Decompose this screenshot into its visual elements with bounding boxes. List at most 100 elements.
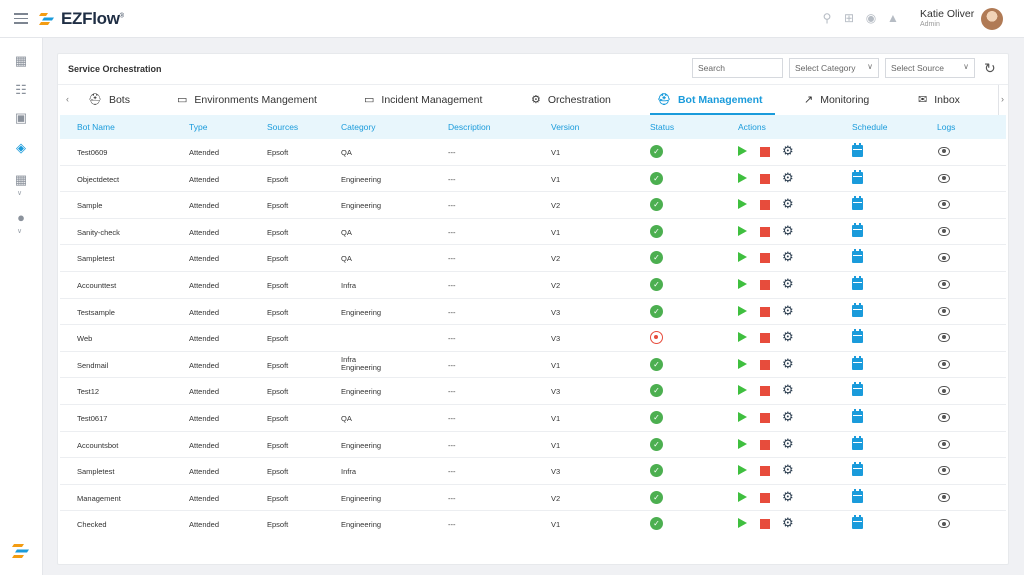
stop-icon[interactable] <box>760 466 770 477</box>
column-header-status[interactable]: Status <box>650 122 675 132</box>
play-icon[interactable] <box>738 199 747 210</box>
search-input[interactable]: Search <box>692 58 783 78</box>
tab-bots[interactable]: ⛑ Bots <box>88 93 130 107</box>
play-icon[interactable] <box>738 465 747 476</box>
calendar-icon[interactable] <box>852 143 863 157</box>
tab-bot-management[interactable]: ⛑ Bot Management <box>657 93 763 107</box>
layers-icon[interactable]: ◈ <box>16 140 26 155</box>
calendar-icon[interactable] <box>852 222 863 237</box>
tab-scroll-right[interactable]: › <box>998 85 1008 115</box>
table-row[interactable]: Sample Attended Epsoft Engineering --- V2 ✓ ⚙ <box>60 192 1006 219</box>
source-select[interactable]: Select Source ∨ <box>885 58 975 78</box>
calendar-icon[interactable] <box>852 382 863 397</box>
app-logo[interactable]: EZFlow® <box>38 9 124 29</box>
category-select[interactable]: Select Category ∨ <box>789 58 879 78</box>
eye-icon[interactable] <box>938 253 950 263</box>
stop-icon[interactable] <box>760 226 770 237</box>
table-row[interactable]: Testsample Attended Epsoft Engineering --- V3… <box>60 299 1006 326</box>
column-header-bot-name[interactable]: Bot Name <box>77 122 115 132</box>
stop-icon[interactable] <box>760 279 770 290</box>
play-icon[interactable] <box>738 172 747 183</box>
play-icon[interactable] <box>738 305 747 316</box>
stop-icon[interactable] <box>760 147 770 157</box>
stop-icon[interactable] <box>760 173 770 184</box>
table-row[interactable]: Test0617 Attended Epsoft QA --- V1 ✓ ⚙ <box>60 405 1006 432</box>
calendar-icon[interactable] <box>852 355 863 370</box>
play-icon[interactable] <box>738 332 747 343</box>
settings-gear-icon[interactable]: ⚙ <box>782 249 794 265</box>
search-icon[interactable]: ⚲ <box>822 11 832 25</box>
more-options-icon[interactable]: ● <box>17 210 25 225</box>
chevron-down-icon[interactable]: ∨ <box>17 190 23 197</box>
settings-gear-icon[interactable]: ⚙ <box>782 488 794 504</box>
tab-scroll-left-icon[interactable]: ‹ <box>66 94 69 104</box>
table-row[interactable]: Sampletest Attended Epsoft QA --- V2 ✓ ⚙ <box>60 245 1006 272</box>
settings-gear-icon[interactable]: ⚙ <box>782 196 794 212</box>
table-row[interactable]: Web Attended Epsoft --- V3 ⚙ <box>60 325 1006 352</box>
eye-icon[interactable] <box>938 173 950 183</box>
play-icon[interactable] <box>738 225 747 236</box>
notification-bell-icon[interactable]: ▲ <box>887 11 899 25</box>
calendar-icon[interactable] <box>852 275 863 290</box>
settings-gear-icon[interactable]: ⚙ <box>782 329 794 345</box>
calendar-icon[interactable] <box>852 196 863 211</box>
eye-icon[interactable] <box>938 492 950 502</box>
settings-gear-icon[interactable]: ⚙ <box>782 408 794 424</box>
table-row[interactable]: Sanity-check Attended Epsoft QA --- V1 ✓ ⚙ <box>60 219 1006 246</box>
chat-icon[interactable]: ◉ <box>865 11 877 25</box>
play-icon[interactable] <box>738 385 747 396</box>
stop-icon[interactable] <box>760 253 770 264</box>
calendar-icon[interactable] <box>852 408 863 423</box>
table-row[interactable]: Objectdetect Attended Epsoft Engineering ---… <box>60 166 1006 193</box>
table-row[interactable]: Sampletest Attended Epsoft Infra --- V3 ✓ ⚙ <box>60 458 1006 485</box>
column-header-sources[interactable]: Sources <box>267 122 299 132</box>
avatar[interactable] <box>981 8 1003 30</box>
calendar-icon[interactable] <box>852 329 863 344</box>
eye-icon[interactable] <box>938 306 950 316</box>
settings-gear-icon[interactable]: ⚙ <box>782 435 794 451</box>
window-icon[interactable]: ▣ <box>14 110 28 125</box>
eye-icon[interactable] <box>938 519 950 529</box>
stop-icon[interactable] <box>760 306 770 317</box>
eye-icon[interactable] <box>938 439 950 449</box>
building-icon[interactable]: ▦ <box>14 172 28 187</box>
settings-gear-icon[interactable]: ⚙ <box>782 382 794 398</box>
play-icon[interactable] <box>738 411 747 422</box>
eye-icon[interactable] <box>938 359 950 369</box>
column-header-description[interactable]: Description <box>448 122 491 132</box>
play-icon[interactable] <box>738 491 747 502</box>
stop-icon[interactable] <box>760 439 770 450</box>
org-tree-icon[interactable]: ☷ <box>15 82 27 97</box>
eye-icon[interactable] <box>938 226 950 236</box>
play-icon[interactable] <box>738 358 747 369</box>
table-row[interactable]: Checked Attended Epsoft Engineering --- V1 ✓ ⚙ <box>60 511 1006 538</box>
hamburger-menu-icon[interactable] <box>14 13 28 24</box>
play-icon[interactable] <box>738 438 747 449</box>
calendar-icon[interactable] <box>852 302 863 317</box>
calendar-icon[interactable] <box>852 435 863 450</box>
settings-gear-icon[interactable]: ⚙ <box>782 515 794 531</box>
eye-icon[interactable] <box>938 147 950 156</box>
stop-icon[interactable] <box>760 386 770 397</box>
settings-gear-icon[interactable]: ⚙ <box>782 355 794 371</box>
calendar-icon[interactable] <box>852 169 863 184</box>
tab-incident-management[interactable]: ▭ Incident Management <box>364 93 482 107</box>
calendar-icon[interactable] <box>852 462 863 477</box>
table-row[interactable]: Accountsbot Attended Epsoft Engineering --- V… <box>60 432 1006 459</box>
stop-icon[interactable] <box>760 359 770 370</box>
calendar-icon[interactable] <box>852 515 863 530</box>
play-icon[interactable] <box>738 252 747 263</box>
settings-gear-icon[interactable]: ⚙ <box>782 169 794 185</box>
settings-gear-icon[interactable]: ⚙ <box>782 275 794 291</box>
settings-gear-icon[interactable]: ⚙ <box>782 462 794 478</box>
column-header-category[interactable]: Category <box>341 122 376 132</box>
eye-icon[interactable] <box>938 466 950 476</box>
user-profile[interactable]: Katie Oliver Admin <box>920 8 974 28</box>
table-row[interactable]: Test12 Attended Epsoft Engineering --- V3 ✓ ⚙ <box>60 378 1006 405</box>
eye-icon[interactable] <box>938 386 950 396</box>
eye-icon[interactable] <box>938 333 950 343</box>
stop-icon[interactable] <box>760 333 770 344</box>
settings-gear-icon[interactable]: ⚙ <box>782 222 794 238</box>
refresh-icon[interactable]: ↻ <box>984 60 996 76</box>
column-header-type[interactable]: Type <box>189 122 208 132</box>
